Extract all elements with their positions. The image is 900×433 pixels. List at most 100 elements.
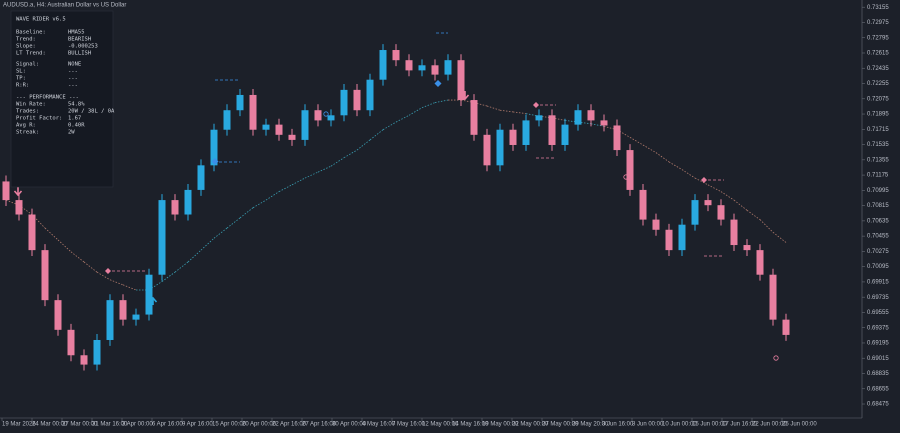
baseline-segment bbox=[642, 144, 657, 153]
exit-marker bbox=[623, 174, 629, 180]
candle-body bbox=[626, 150, 634, 190]
baseline-segment bbox=[590, 123, 605, 127]
x-tick-label: 19 Mar 2026 bbox=[2, 422, 36, 428]
candle-body bbox=[145, 274, 153, 315]
candle-body bbox=[587, 110, 595, 121]
candle-body bbox=[483, 134, 491, 166]
baseline-segment bbox=[304, 171, 319, 179]
candle-body bbox=[782, 319, 790, 335]
panel-section-title: --- PERFORMANCE --- bbox=[16, 95, 79, 101]
baseline-segment bbox=[707, 184, 722, 192]
baseline-segment bbox=[148, 281, 163, 291]
panel-value: 20W / 38L / 0A bbox=[68, 109, 115, 115]
baseline-segment bbox=[629, 137, 644, 146]
candle-body bbox=[561, 124, 569, 145]
candle-body bbox=[158, 200, 166, 275]
baseline-segment bbox=[382, 121, 397, 131]
candle-body bbox=[327, 115, 335, 121]
candle-body bbox=[275, 124, 283, 135]
y-tick-label: 0.70635 bbox=[867, 218, 889, 224]
candle-body bbox=[314, 110, 322, 121]
x-tick-label: 19 May 00:00 bbox=[482, 422, 519, 428]
y-tick-label: 0.72975 bbox=[867, 20, 889, 26]
baseline-segment bbox=[512, 111, 527, 115]
y-tick-label: 0.71715 bbox=[867, 127, 889, 133]
y-tick-label: 0.70815 bbox=[867, 203, 889, 209]
panel-label: SL: bbox=[16, 69, 26, 75]
x-tick-label: 27 May 00:00 bbox=[542, 422, 579, 428]
baseline-segment bbox=[317, 165, 332, 173]
x-tick-label: 8 Jun 00:00 bbox=[632, 422, 664, 428]
entry-diamond bbox=[533, 102, 539, 108]
x-tick-label: 12 May 00:00 bbox=[422, 422, 459, 428]
candle-body bbox=[756, 250, 764, 275]
candle-body bbox=[379, 50, 387, 80]
x-tick-label: 3 Jun 16:00 bbox=[602, 422, 634, 428]
x-tick-label: 22 May 00:00 bbox=[512, 422, 549, 428]
baseline-segment bbox=[291, 177, 306, 186]
y-tick-label: 0.70995 bbox=[867, 188, 889, 194]
level-lines bbox=[112, 32, 724, 272]
baseline-segment bbox=[395, 114, 410, 123]
candle-body bbox=[223, 110, 231, 130]
y-tick-label: 0.72615 bbox=[867, 51, 889, 57]
candle-body bbox=[743, 245, 751, 251]
panel-value: BEARISH bbox=[68, 37, 91, 43]
baseline-segment bbox=[655, 152, 670, 163]
candle-body bbox=[197, 165, 205, 190]
y-tick-label: 0.72435 bbox=[867, 66, 889, 72]
x-tick-label: 29 May 20:00 bbox=[572, 422, 609, 428]
candle-body bbox=[730, 219, 738, 246]
y-tick-label: 0.71895 bbox=[867, 112, 889, 118]
candle-body bbox=[106, 300, 114, 340]
baseline-segment bbox=[421, 102, 436, 109]
baseline-segment bbox=[694, 177, 709, 186]
candle-body bbox=[249, 94, 257, 130]
baseline-segment bbox=[577, 121, 592, 125]
candle-body bbox=[691, 200, 699, 225]
baseline-segment bbox=[330, 157, 345, 167]
candle-body bbox=[15, 200, 23, 215]
y-tick-label: 0.69555 bbox=[867, 310, 889, 316]
y-tick-label: 0.68655 bbox=[867, 386, 889, 392]
candle-body bbox=[496, 129, 504, 166]
candle-body bbox=[678, 224, 686, 251]
candle-body bbox=[574, 110, 582, 125]
candle-body bbox=[444, 60, 452, 75]
x-tick-label: 14 May 16:00 bbox=[452, 422, 489, 428]
panel-label: Win Rate: bbox=[16, 102, 46, 108]
x-tick-label: 31 Mar 16:00 bbox=[92, 422, 128, 428]
y-tick-label: 0.68475 bbox=[867, 402, 889, 408]
baseline-segment bbox=[616, 129, 631, 138]
info-panel bbox=[10, 10, 114, 188]
candle-body bbox=[41, 250, 49, 301]
candle-body bbox=[288, 134, 296, 140]
candle-body bbox=[340, 89, 348, 116]
x-tick-label: 3 Apr 00:00 bbox=[122, 422, 153, 428]
baseline-segment bbox=[564, 120, 579, 123]
y-tick-label: 0.71535 bbox=[867, 142, 889, 148]
baseline-segment bbox=[265, 191, 280, 201]
panel-label: R:R: bbox=[16, 83, 29, 89]
panel-value: 0.40R bbox=[68, 123, 85, 129]
candle-body bbox=[80, 355, 88, 365]
baseline-segment bbox=[460, 99, 475, 103]
baseline-segment bbox=[473, 102, 488, 107]
candle-body bbox=[665, 229, 673, 251]
y-tick-label: 0.70275 bbox=[867, 249, 889, 255]
candle-body bbox=[119, 300, 127, 320]
candle-body bbox=[366, 79, 374, 111]
x-tick-label: 7 May 16:00 bbox=[392, 422, 426, 428]
y-tick-label: 0.72255 bbox=[867, 81, 889, 87]
exit-marker bbox=[323, 111, 329, 117]
baseline-segment bbox=[408, 107, 423, 116]
baseline-segment bbox=[681, 169, 696, 179]
panel-value: -0.000253 bbox=[68, 44, 98, 50]
x-tick-label: 10 Jun 00:00 bbox=[662, 422, 697, 428]
x-tick-label: 15 Apr 00:00 bbox=[212, 422, 247, 428]
y-tick-label: 0.71355 bbox=[867, 157, 889, 163]
candle-body bbox=[717, 205, 725, 220]
candle-body bbox=[132, 314, 140, 320]
baseline-segment bbox=[278, 184, 293, 192]
panel-label: TP: bbox=[16, 76, 26, 82]
